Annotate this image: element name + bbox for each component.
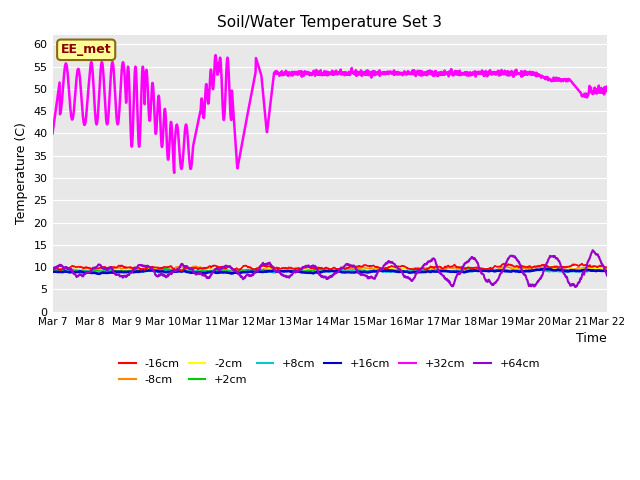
Text: EE_met: EE_met [61, 43, 111, 56]
X-axis label: Time: Time [576, 332, 607, 345]
Legend: -16cm, -8cm, -2cm, +2cm, +8cm, +16cm, +32cm, +64cm: -16cm, -8cm, -2cm, +2cm, +8cm, +16cm, +3… [115, 355, 545, 389]
Title: Soil/Water Temperature Set 3: Soil/Water Temperature Set 3 [217, 15, 442, 30]
Y-axis label: Temperature (C): Temperature (C) [15, 122, 28, 225]
